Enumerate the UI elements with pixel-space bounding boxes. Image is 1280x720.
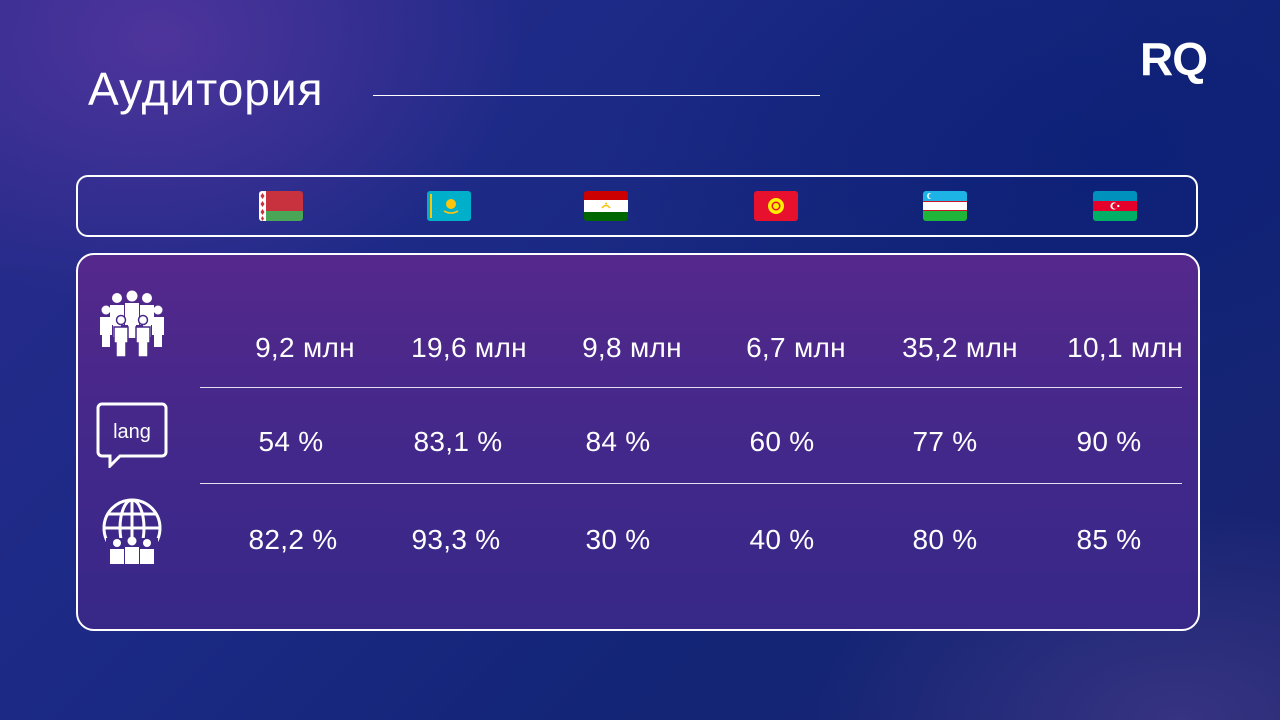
language-kazakhstan: 83,1 % xyxy=(413,426,503,457)
speech-bubble-icon: lang xyxy=(96,402,168,468)
internet-tajikistan: 30 % xyxy=(585,524,651,555)
language-azerbaijan: 90 % xyxy=(1076,426,1142,457)
azerbaijan-flag-icon xyxy=(1093,191,1137,221)
data-table-panel xyxy=(76,253,1200,631)
internet-kazakhstan: 93,3 % xyxy=(411,524,501,555)
kazakhstan-flag-icon xyxy=(427,191,471,221)
uzbekistan-flag-icon xyxy=(923,191,967,221)
internet-kyrgyzstan: 40 % xyxy=(749,524,815,555)
population-belarus: 9,2 млн xyxy=(255,332,355,363)
population-uzbekistan: 35,2 млн xyxy=(902,332,1018,363)
language-kyrgyzstan: 60 % xyxy=(749,426,815,457)
globe-people-icon xyxy=(100,498,164,566)
language-uzbekistan: 77 % xyxy=(912,426,978,457)
language-tajikistan: 84 % xyxy=(585,426,651,457)
population-azerbaijan: 10,1 млн xyxy=(1067,332,1183,363)
belarus-flag-icon xyxy=(259,191,303,221)
internet-uzbekistan: 80 % xyxy=(912,524,978,555)
row-divider-1 xyxy=(200,387,1182,388)
slide-title: Аудитория xyxy=(88,63,324,115)
kyrgyzstan-flag-icon xyxy=(754,191,798,221)
title-underline xyxy=(373,95,820,96)
row-divider-2 xyxy=(200,483,1182,484)
tajikistan-flag-icon xyxy=(584,191,628,221)
population-kazakhstan: 19,6 млн xyxy=(411,332,527,363)
internet-belarus: 82,2 % xyxy=(248,524,338,555)
population-tajikistan: 9,8 млн xyxy=(582,332,682,363)
rq-logo: RQ xyxy=(1140,33,1208,85)
language-belarus: 54 % xyxy=(258,426,324,457)
lang-label: lang xyxy=(113,421,151,443)
population-kyrgyzstan: 6,7 млн xyxy=(746,332,846,363)
flag-row-panel xyxy=(76,175,1198,237)
internet-azerbaijan: 85 % xyxy=(1076,524,1142,555)
people-group-icon xyxy=(97,290,167,360)
